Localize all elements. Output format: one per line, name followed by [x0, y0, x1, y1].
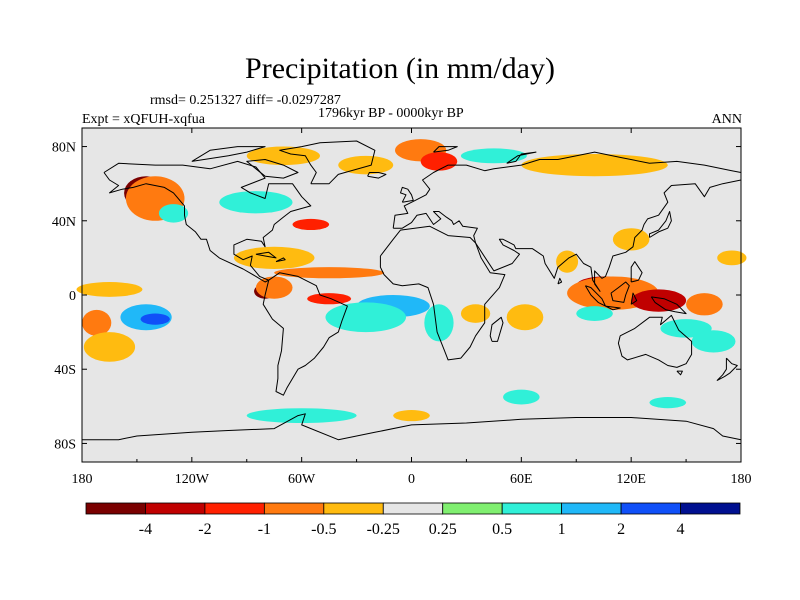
- colorbar-label: -4: [139, 521, 152, 538]
- anomaly-region: [460, 148, 527, 164]
- coastline: [262, 272, 348, 396]
- coastline: [367, 172, 387, 179]
- stats-line: rmsd= 0.251327 diff= -0.0297287: [150, 93, 341, 108]
- colorbar-swatch: [561, 502, 622, 515]
- anomaly-region: [292, 218, 330, 231]
- anomaly-region: [506, 304, 544, 331]
- anomaly-region: [246, 146, 320, 166]
- coastline: [433, 146, 458, 153]
- period-line: 1796kyr BP - 0000kyr BP: [318, 106, 464, 121]
- colorbar-swatch: [85, 502, 146, 515]
- anomaly-region: [393, 410, 430, 422]
- anomaly-region: [274, 267, 385, 279]
- y-tick-label: 40N: [52, 215, 76, 230]
- coastline: [82, 413, 742, 441]
- anomaly-region: [686, 293, 723, 316]
- coastline: [489, 316, 504, 342]
- anomaly-region: [76, 282, 143, 297]
- coastline: [255, 251, 277, 259]
- x-tick-label: 120W: [175, 472, 210, 487]
- coastline: [279, 140, 376, 185]
- anomaly-region: [649, 397, 687, 409]
- anomaly-region: [158, 204, 189, 223]
- coastline: [716, 357, 738, 381]
- colorbar-swatch: [382, 502, 444, 515]
- colorbar-label: -2: [198, 521, 211, 538]
- experiment-label: Expt = xQFUH-xqfua: [82, 112, 205, 127]
- anomaly-region: [460, 304, 491, 323]
- coastline: [103, 160, 312, 283]
- y-tick-label: 0: [69, 289, 76, 304]
- colorbar-label: -0.5: [311, 521, 336, 538]
- x-tick-label: 180: [72, 472, 93, 487]
- anomaly-region: [420, 152, 458, 171]
- coastline: [506, 151, 537, 164]
- anomaly-region: [717, 250, 747, 266]
- coastline: [630, 292, 638, 305]
- anomaly-region: [691, 330, 736, 353]
- x-tick-label: 60E: [510, 472, 533, 487]
- y-tick-label: 40S: [54, 363, 76, 378]
- colorbar-label: 0.25: [429, 521, 457, 538]
- coastline: [400, 186, 414, 203]
- x-tick-label: 180: [731, 472, 752, 487]
- colorbar-swatch: [323, 502, 384, 515]
- colorbar: -4 -2 -1 -0.5 -0.25 0.25 0.5 1 2 4: [85, 502, 741, 538]
- anomaly-region: [521, 153, 668, 177]
- coastline: [275, 257, 286, 263]
- coastline: [617, 314, 693, 368]
- colorbar-swatch: [501, 502, 563, 515]
- colorbar-label: 1: [558, 521, 566, 538]
- coastline: [676, 370, 683, 376]
- anomaly-region: [660, 319, 712, 338]
- coastline: [630, 261, 643, 283]
- coastline: [649, 211, 672, 238]
- colorbar-swatch: [145, 502, 206, 515]
- coastline: [557, 277, 563, 285]
- x-tick-label: 120E: [616, 472, 646, 487]
- y-tick-label: 80S: [54, 437, 76, 452]
- anomaly-region: [424, 304, 454, 342]
- anomaly-region: [325, 302, 407, 333]
- anomaly-region: [246, 408, 357, 424]
- anomaly-region: [556, 250, 579, 273]
- colorbar-swatch: [442, 502, 503, 515]
- anomaly-region: [307, 293, 352, 305]
- colorbar-label: -1: [258, 521, 271, 538]
- anomaly-region: [631, 289, 687, 312]
- season-label: ANN: [711, 112, 742, 127]
- axis-layer: 180 120W 60W 0 60E 120E 180 80N 40N 0 40S 80S: [52, 127, 752, 487]
- colorbar-swatch: [680, 502, 741, 515]
- anomaly-region: [576, 306, 613, 321]
- anomaly-region: [82, 309, 112, 336]
- x-tick-label: 0: [408, 472, 415, 487]
- coastline: [379, 225, 506, 361]
- colorbar-label: 0.5: [492, 521, 512, 538]
- y-tick-label: 80N: [52, 141, 76, 156]
- map-layer: [76, 128, 747, 462]
- colorbar-label: 2: [617, 521, 625, 538]
- x-tick-label: 60W: [288, 472, 316, 487]
- colorbar-label: -0.25: [367, 521, 400, 538]
- anomaly-region: [83, 332, 136, 362]
- anomaly-region: [219, 191, 293, 214]
- colorbar-swatch: [204, 502, 265, 515]
- coastline: [392, 151, 742, 292]
- coastline: [610, 281, 630, 303]
- coastline: [650, 296, 687, 315]
- colorbar-swatch: [263, 502, 325, 515]
- anomaly-region: [140, 313, 170, 325]
- chart-title: Precipitation (in mm/day): [245, 52, 555, 85]
- anomaly-region: [338, 155, 394, 175]
- anomaly-region: [503, 389, 540, 405]
- colorbar-swatch: [620, 502, 681, 515]
- colorbar-label: 4: [677, 521, 685, 538]
- anomaly-region: [612, 228, 650, 251]
- coastline: [191, 146, 266, 162]
- coastline: [605, 305, 621, 311]
- coastline: [246, 159, 299, 179]
